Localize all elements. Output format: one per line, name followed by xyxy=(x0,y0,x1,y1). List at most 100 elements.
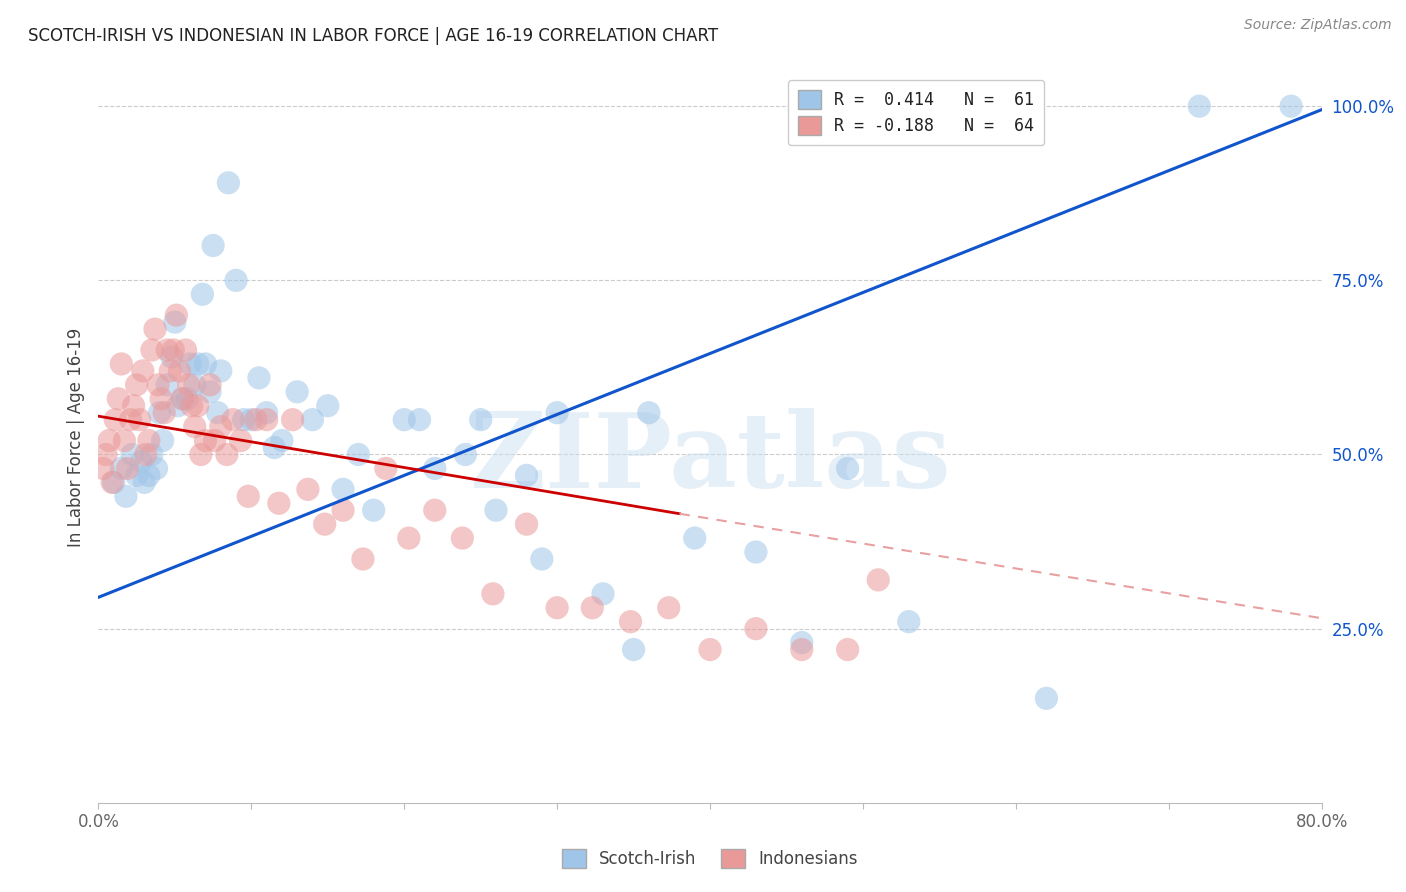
Point xyxy=(837,461,859,475)
Point xyxy=(94,448,117,462)
Point xyxy=(122,399,145,413)
Point xyxy=(128,412,150,426)
Point xyxy=(143,322,166,336)
Point xyxy=(347,448,370,462)
Point xyxy=(172,392,194,406)
Point xyxy=(897,615,920,629)
Point xyxy=(202,238,225,252)
Point xyxy=(623,642,645,657)
Point xyxy=(215,448,238,462)
Point xyxy=(238,489,260,503)
Point xyxy=(270,434,292,448)
Point xyxy=(683,531,706,545)
Point xyxy=(637,406,661,420)
Point xyxy=(184,377,207,392)
Point xyxy=(332,483,354,497)
Point xyxy=(745,622,768,636)
Point xyxy=(530,552,553,566)
Point xyxy=(174,343,197,357)
Point xyxy=(104,412,127,426)
Point xyxy=(167,399,190,413)
Point xyxy=(165,308,187,322)
Point xyxy=(187,399,209,413)
Point xyxy=(247,371,270,385)
Point xyxy=(868,573,890,587)
Point xyxy=(179,357,201,371)
Point xyxy=(423,503,446,517)
Legend: Scotch-Irish, Indonesians: Scotch-Irish, Indonesians xyxy=(555,842,865,875)
Point xyxy=(204,434,226,448)
Point xyxy=(546,600,568,615)
Point xyxy=(482,587,505,601)
Point xyxy=(256,412,278,426)
Text: SCOTCH-IRISH VS INDONESIAN IN LABOR FORCE | AGE 16-19 CORRELATION CHART: SCOTCH-IRISH VS INDONESIAN IN LABOR FORC… xyxy=(28,27,718,45)
Point xyxy=(837,642,859,657)
Point xyxy=(149,406,172,420)
Point xyxy=(198,377,221,392)
Point xyxy=(110,357,132,371)
Point xyxy=(1035,691,1057,706)
Point xyxy=(141,448,163,462)
Point xyxy=(222,412,245,426)
Point xyxy=(225,273,247,287)
Point xyxy=(134,475,156,490)
Point xyxy=(160,350,183,364)
Point xyxy=(156,377,179,392)
Point xyxy=(470,412,492,426)
Point xyxy=(169,364,191,378)
Point xyxy=(745,545,768,559)
Point xyxy=(138,468,160,483)
Point xyxy=(180,399,202,413)
Point xyxy=(1279,99,1302,113)
Point xyxy=(352,552,374,566)
Point xyxy=(398,531,420,545)
Point xyxy=(98,434,121,448)
Point xyxy=(153,406,176,420)
Point xyxy=(107,392,129,406)
Point xyxy=(120,412,142,426)
Point xyxy=(281,412,304,426)
Text: Source: ZipAtlas.com: Source: ZipAtlas.com xyxy=(1244,18,1392,32)
Point xyxy=(190,448,212,462)
Text: ZIPatlas: ZIPatlas xyxy=(470,408,950,510)
Point xyxy=(790,642,813,657)
Point xyxy=(263,441,285,455)
Point xyxy=(314,517,336,532)
Point xyxy=(581,600,603,615)
Point xyxy=(297,483,319,497)
Point xyxy=(101,475,124,490)
Point xyxy=(152,434,174,448)
Point xyxy=(451,531,474,545)
Point xyxy=(159,364,181,378)
Point xyxy=(229,434,252,448)
Point xyxy=(163,315,186,329)
Point xyxy=(658,600,681,615)
Point xyxy=(256,406,278,420)
Point xyxy=(117,461,139,475)
Point xyxy=(267,496,290,510)
Point xyxy=(619,615,641,629)
Point xyxy=(194,357,217,371)
Point xyxy=(516,517,538,532)
Point xyxy=(207,406,229,420)
Point xyxy=(332,503,354,517)
Point xyxy=(162,343,184,357)
Point xyxy=(191,287,214,301)
Point xyxy=(103,475,125,490)
Y-axis label: In Labor Force | Age 16-19: In Labor Force | Age 16-19 xyxy=(66,327,84,547)
Point xyxy=(156,343,179,357)
Point xyxy=(240,412,263,426)
Point xyxy=(485,503,508,517)
Point xyxy=(135,448,157,462)
Point xyxy=(423,461,446,475)
Point xyxy=(150,392,173,406)
Point xyxy=(454,448,477,462)
Point xyxy=(129,454,152,468)
Point xyxy=(209,419,232,434)
Point xyxy=(110,461,132,475)
Point xyxy=(316,399,339,413)
Point xyxy=(145,461,167,475)
Point xyxy=(232,412,254,426)
Point xyxy=(245,412,267,426)
Point xyxy=(172,392,194,406)
